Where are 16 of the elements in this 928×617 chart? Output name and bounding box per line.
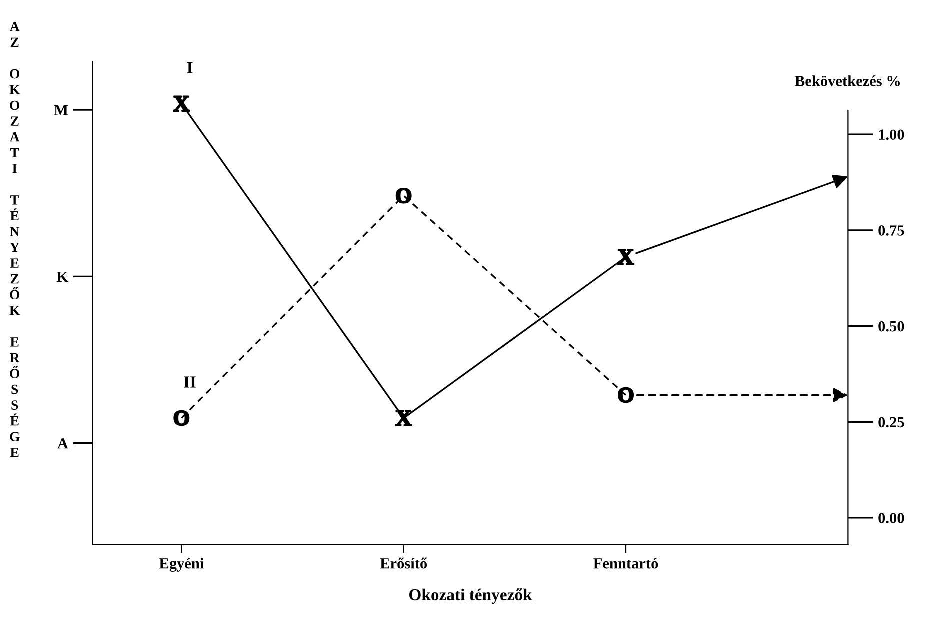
x-tick-label: Erősítő xyxy=(380,558,428,569)
x-tick-label: Fenntartó xyxy=(594,558,658,569)
y-tick-label: 0.50 xyxy=(878,321,904,332)
y-tick-label: 0.00 xyxy=(878,513,904,524)
text: AZ OKOZATI TÉNYEZŐK ERŐSSÉGE xyxy=(10,22,20,458)
series-label: II xyxy=(184,376,196,388)
y2-axis-title: Bekövetkezés % xyxy=(795,76,900,86)
text: K xyxy=(56,272,68,282)
y-tick-label: 0.25 xyxy=(878,417,904,428)
y-tick-label: 1.00 xyxy=(879,130,904,140)
series-label: I xyxy=(187,62,193,74)
text: A xyxy=(58,438,68,449)
x-axis-title: Okozati tényezők xyxy=(410,588,532,604)
text: M xyxy=(54,105,68,116)
y-tick-label: 0.75 xyxy=(878,226,904,236)
x-tick-label: Egyéni xyxy=(159,558,204,572)
